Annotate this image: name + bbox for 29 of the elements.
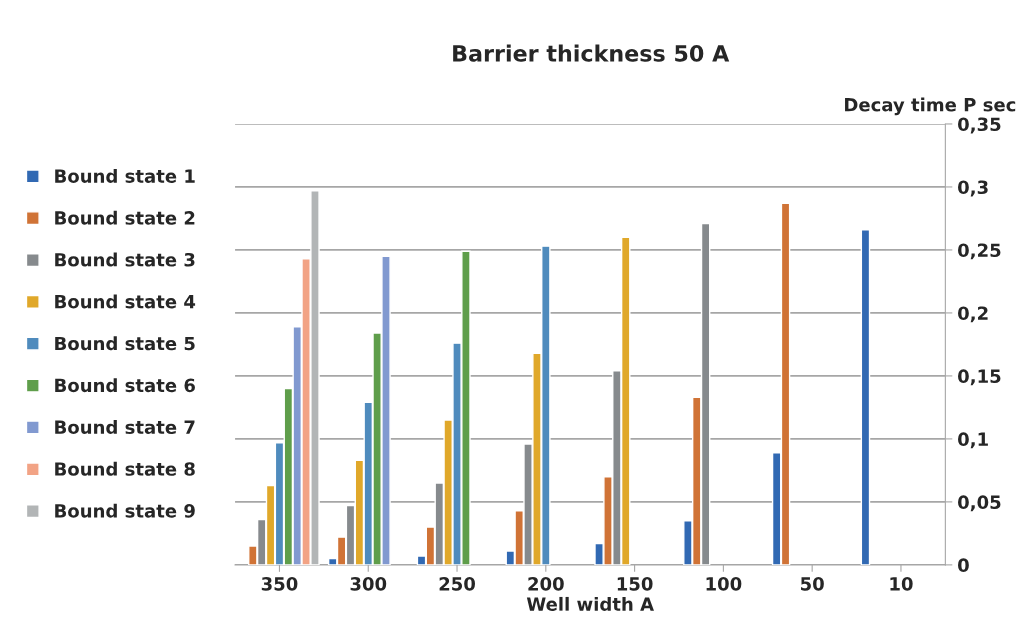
x-tick-label: 350 — [261, 577, 298, 591]
y-tick-label: 0,35 — [958, 117, 1001, 134]
x-tick-label: 10 — [890, 577, 913, 591]
legend-label: Bound state 2 — [55, 210, 195, 225]
legend-label: Bound state 8 — [55, 461, 195, 476]
x-tick-label: 250 — [439, 577, 476, 591]
legend-label: Bound state 3 — [55, 252, 195, 267]
legend-label: Bound state 9 — [55, 503, 195, 518]
y-tick-label: 0,25 — [958, 243, 1001, 260]
x-axis-title: Well width A — [526, 596, 654, 611]
y-tick-label: 0 — [958, 558, 969, 572]
legend-label: Bound state 7 — [55, 420, 195, 434]
legend-label: Bound state 4 — [55, 294, 196, 309]
y-tick-label: 0,05 — [958, 495, 1001, 512]
y-tick-label: 0,1 — [958, 432, 988, 449]
x-tick-label: 200 — [528, 577, 564, 591]
x-tick-label: 50 — [801, 577, 824, 591]
bar — [860, 229, 871, 565]
y-tick-label: 0,2 — [958, 306, 988, 323]
x-tick-label: 300 — [350, 577, 387, 591]
legend-label: Bound state 6 — [55, 378, 195, 393]
x-tick-label: 150 — [617, 577, 653, 591]
legend-label: Bound state 1 — [55, 168, 195, 183]
y-tick-label: 0,3 — [958, 180, 988, 197]
y-tick-label: 0,15 — [958, 369, 1001, 386]
y-axis-title: Decay time P sec — [845, 97, 1016, 116]
chart-title: Barrier thickness 50 A — [453, 44, 730, 62]
x-tick-label: 100 — [706, 577, 742, 591]
legend-label: Bound state 5 — [55, 336, 195, 351]
